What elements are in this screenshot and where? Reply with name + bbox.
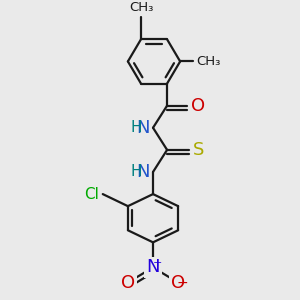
Text: O: O [171, 274, 185, 292]
Text: CH₃: CH₃ [129, 1, 153, 14]
Text: −: − [177, 275, 188, 290]
Text: H: H [130, 120, 142, 135]
Text: Cl: Cl [84, 187, 99, 202]
Text: S: S [193, 141, 204, 159]
Text: N: N [136, 163, 149, 181]
Text: N: N [136, 119, 149, 137]
Text: CH₃: CH₃ [196, 55, 223, 68]
Text: N: N [134, 119, 149, 137]
Text: O: O [121, 274, 135, 292]
Text: S: S [193, 141, 206, 159]
Text: O: O [170, 274, 186, 292]
Text: −: − [177, 275, 188, 290]
Text: N: N [146, 259, 160, 277]
Text: N: N [146, 259, 160, 277]
Text: H: H [129, 120, 142, 135]
Text: O: O [191, 97, 205, 115]
Text: H: H [130, 164, 142, 179]
Text: CH₃: CH₃ [128, 1, 154, 14]
Text: O: O [191, 97, 206, 115]
Text: O: O [120, 274, 136, 292]
Text: CH₃: CH₃ [196, 55, 220, 68]
Text: Cl: Cl [83, 187, 99, 202]
Text: H: H [129, 164, 142, 179]
Text: +: + [153, 258, 162, 268]
Text: N: N [134, 163, 149, 181]
Text: +: + [153, 258, 162, 268]
